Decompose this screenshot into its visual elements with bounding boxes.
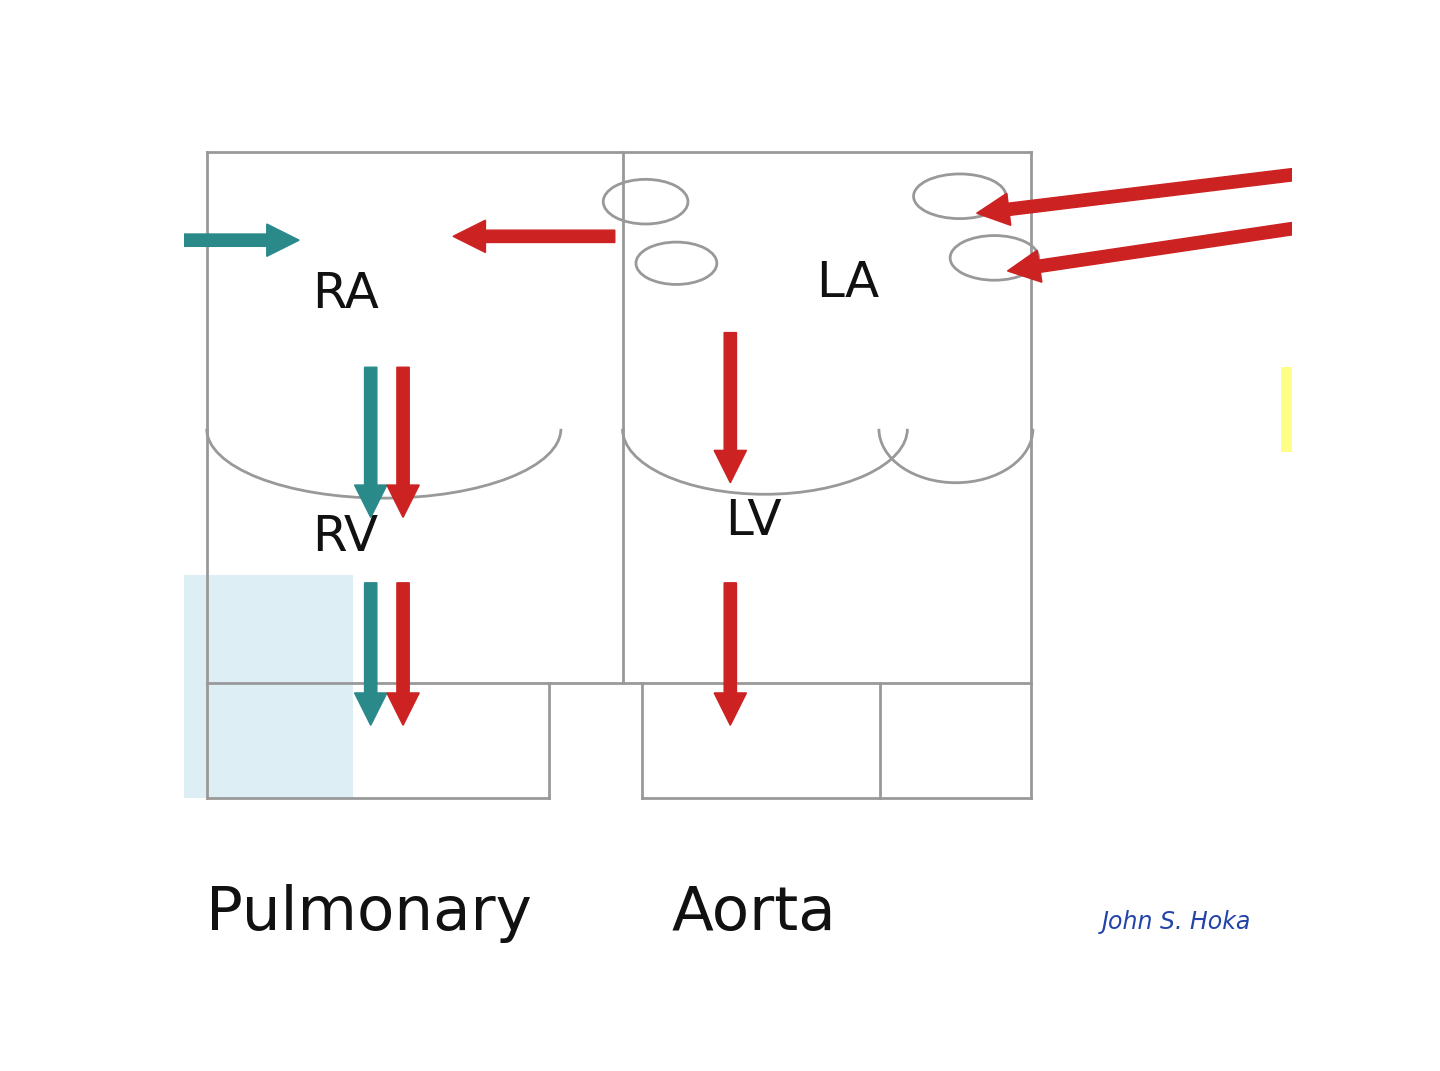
Polygon shape: [184, 575, 353, 798]
Text: Aorta: Aorta: [671, 885, 835, 944]
Text: RV: RV: [312, 513, 379, 560]
FancyArrow shape: [976, 168, 1293, 225]
FancyArrow shape: [1008, 223, 1293, 283]
Text: John S. Hoka: John S. Hoka: [1102, 909, 1251, 934]
FancyArrow shape: [354, 367, 387, 517]
FancyArrow shape: [354, 583, 387, 725]
FancyArrow shape: [387, 367, 419, 517]
FancyArrow shape: [454, 221, 615, 253]
Text: RA: RA: [312, 270, 379, 318]
FancyArrow shape: [714, 583, 746, 725]
Bar: [1280, 367, 1293, 452]
FancyArrow shape: [714, 333, 746, 483]
Text: LA: LA: [815, 258, 878, 306]
FancyArrow shape: [184, 224, 300, 256]
Text: Pulmonary: Pulmonary: [206, 885, 531, 944]
Text: LV: LV: [726, 497, 782, 545]
FancyArrow shape: [387, 583, 419, 725]
